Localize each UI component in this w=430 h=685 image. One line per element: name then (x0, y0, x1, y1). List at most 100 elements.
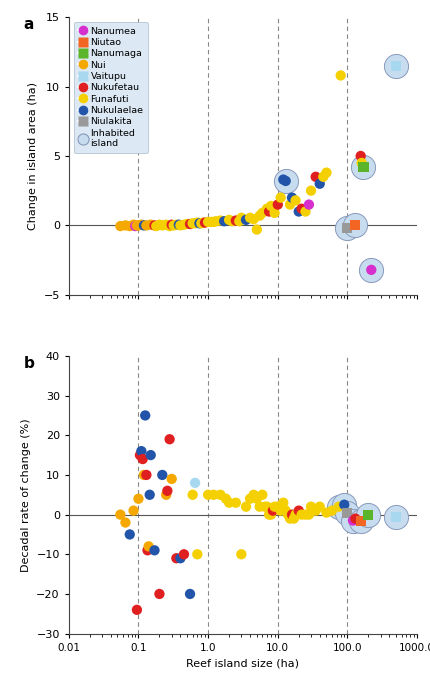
Point (159, 469, 166, 480)
Point (290, 513, 297, 524)
Point (365, 509, 372, 520)
Point (250, 214, 257, 225)
Point (177, 553, 184, 564)
Point (360, 162, 367, 173)
Point (205, 489, 212, 500)
Point (267, 201, 274, 212)
Point (200, 217, 207, 228)
Point (352, 220, 359, 231)
Point (175, 219, 182, 230)
Point (350, 515, 356, 526)
Point (344, 507, 351, 518)
Point (312, 171, 319, 182)
Point (344, 507, 351, 518)
Point (202, 217, 209, 228)
Point (302, 509, 309, 520)
Point (156, 588, 163, 599)
Point (250, 489, 257, 500)
Point (210, 489, 217, 500)
Point (256, 210, 263, 221)
Point (232, 497, 239, 508)
Point (177, 220, 184, 231)
Point (316, 178, 323, 189)
Point (298, 203, 305, 214)
Point (329, 505, 335, 516)
Point (259, 208, 266, 219)
Y-axis label: Decadal rate of change (%): Decadal rate of change (%) (21, 418, 31, 571)
Point (141, 220, 147, 231)
Point (192, 477, 199, 488)
Point (253, 493, 260, 504)
Point (144, 545, 151, 556)
Point (122, 220, 129, 231)
Point (163, 219, 169, 230)
Point (238, 212, 245, 223)
Point (184, 219, 190, 229)
Point (159, 220, 166, 231)
Point (298, 509, 305, 520)
Point (173, 553, 180, 564)
Point (226, 497, 233, 508)
Point (138, 219, 145, 230)
Point (264, 203, 270, 214)
Point (365, 509, 372, 520)
Point (307, 501, 314, 512)
Point (358, 158, 365, 169)
Point (170, 220, 177, 231)
Point (151, 545, 158, 556)
Point (196, 218, 203, 229)
Point (266, 509, 273, 520)
Point (259, 489, 266, 500)
Point (189, 218, 196, 229)
Point (133, 604, 140, 615)
Point (337, 70, 344, 81)
Point (323, 507, 330, 518)
Point (287, 199, 294, 210)
Point (256, 501, 263, 512)
Point (135, 493, 142, 504)
Point (166, 434, 173, 445)
Point (274, 501, 281, 512)
Point (126, 221, 133, 232)
Point (194, 217, 201, 228)
Point (312, 505, 319, 516)
Point (130, 219, 137, 230)
Point (267, 509, 274, 520)
Text: b: b (24, 356, 34, 371)
Point (357, 515, 364, 526)
Point (189, 489, 196, 500)
Point (143, 220, 150, 231)
Point (147, 449, 154, 460)
Point (181, 549, 187, 560)
Point (133, 220, 140, 231)
Text: a: a (24, 17, 34, 32)
Point (236, 216, 243, 227)
Point (212, 216, 219, 227)
Point (307, 185, 314, 196)
Point (222, 493, 229, 504)
Point (280, 174, 287, 185)
Point (393, 511, 399, 522)
Point (287, 513, 294, 524)
Point (305, 509, 312, 520)
Point (247, 212, 254, 223)
Point (280, 497, 287, 508)
Point (295, 206, 302, 217)
Point (341, 499, 348, 510)
Point (266, 206, 273, 217)
Point (295, 505, 302, 516)
Point (151, 220, 158, 231)
Point (221, 216, 227, 227)
Point (122, 517, 129, 528)
Point (166, 221, 173, 232)
Point (210, 216, 217, 227)
Point (153, 221, 160, 232)
Point (341, 499, 348, 510)
Point (368, 264, 375, 275)
Point (130, 505, 137, 516)
Point (117, 509, 124, 520)
Y-axis label: Change in island area (ha): Change in island area (ha) (28, 82, 38, 230)
Point (271, 501, 278, 512)
Point (187, 588, 194, 599)
Point (344, 223, 351, 234)
